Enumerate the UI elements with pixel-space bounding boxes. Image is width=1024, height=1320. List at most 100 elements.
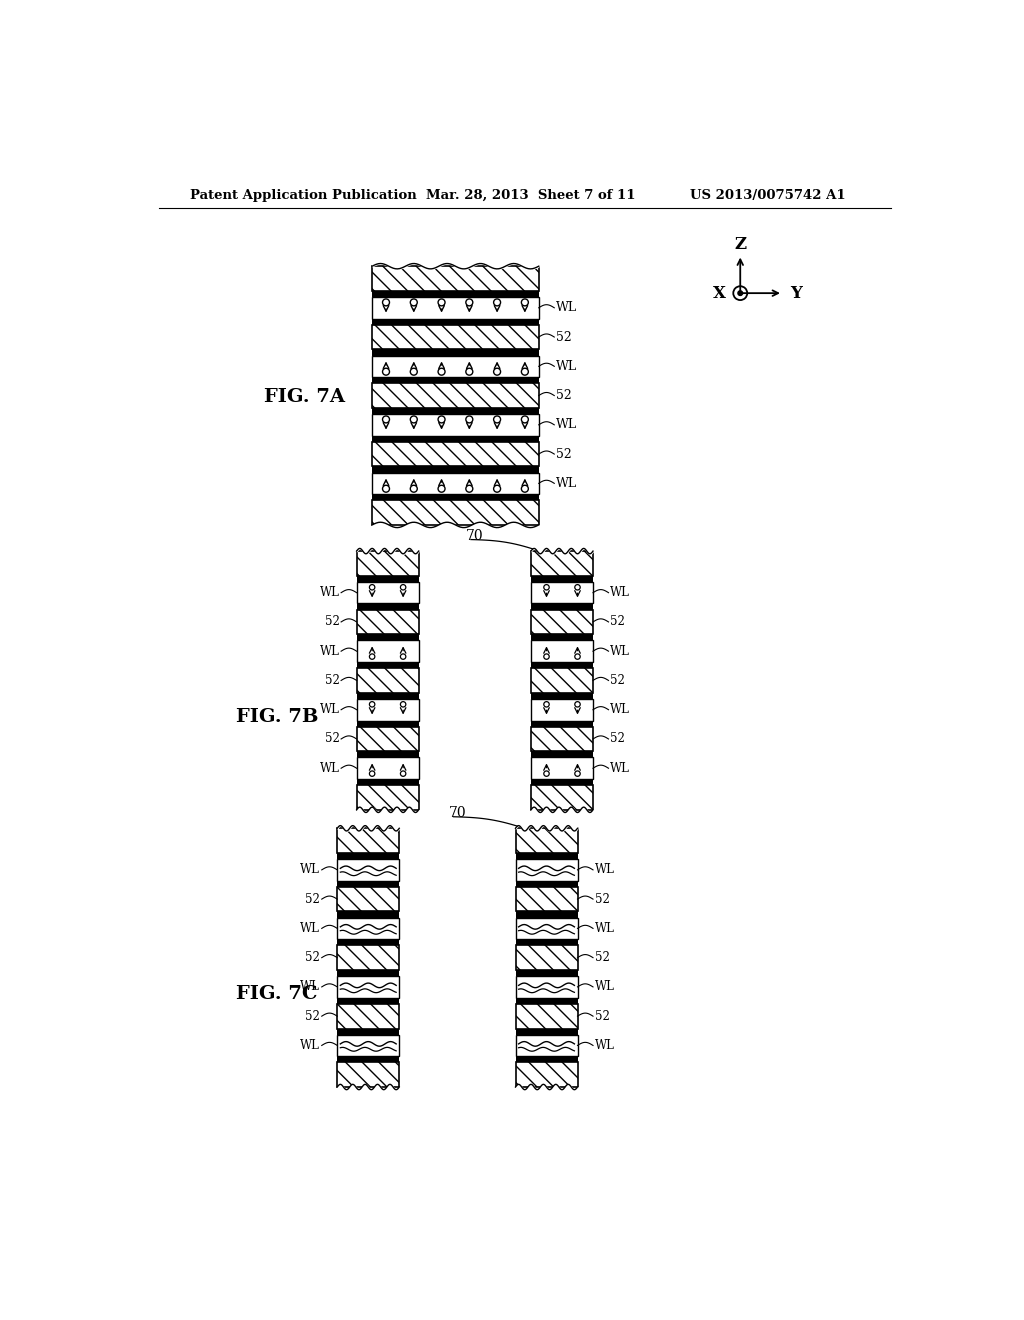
- Bar: [356, 552, 419, 576]
- Bar: [337, 1035, 399, 1056]
- Bar: [531, 693, 593, 700]
- Text: WL: WL: [610, 762, 630, 775]
- Bar: [356, 640, 419, 663]
- Bar: [515, 998, 578, 1003]
- Text: 52: 52: [556, 330, 571, 343]
- Bar: [515, 1056, 578, 1063]
- Bar: [515, 1035, 578, 1056]
- Bar: [372, 325, 539, 350]
- Text: 52: 52: [325, 615, 340, 628]
- Text: WL: WL: [556, 477, 577, 490]
- Text: WL: WL: [595, 863, 614, 876]
- Bar: [356, 758, 419, 779]
- Bar: [356, 693, 419, 700]
- Bar: [372, 414, 539, 436]
- Bar: [337, 911, 399, 917]
- Text: WL: WL: [319, 762, 340, 775]
- Bar: [372, 436, 539, 442]
- Text: WL: WL: [595, 1039, 614, 1052]
- Bar: [372, 442, 539, 466]
- Text: WL: WL: [610, 586, 630, 599]
- Text: WL: WL: [610, 644, 630, 657]
- Text: 52: 52: [595, 1010, 609, 1023]
- Text: 52: 52: [556, 389, 571, 403]
- Bar: [372, 500, 539, 525]
- Bar: [531, 640, 593, 663]
- Text: WL: WL: [300, 921, 321, 935]
- Text: FIG. 7C: FIG. 7C: [237, 985, 318, 1003]
- Bar: [356, 663, 419, 668]
- Bar: [337, 1063, 399, 1088]
- Text: 52: 52: [556, 447, 571, 461]
- Bar: [337, 1003, 399, 1028]
- Bar: [356, 721, 419, 726]
- Bar: [515, 945, 578, 970]
- Text: WL: WL: [556, 301, 577, 314]
- Text: 52: 52: [610, 733, 625, 746]
- Text: Mar. 28, 2013  Sheet 7 of 11: Mar. 28, 2013 Sheet 7 of 11: [426, 189, 636, 202]
- Bar: [515, 1028, 578, 1035]
- Text: 52: 52: [325, 675, 340, 686]
- Bar: [337, 945, 399, 970]
- Bar: [337, 880, 399, 887]
- Bar: [531, 758, 593, 779]
- Text: 52: 52: [305, 1010, 321, 1023]
- Bar: [531, 668, 593, 693]
- Bar: [356, 785, 419, 810]
- Bar: [337, 887, 399, 911]
- Bar: [372, 383, 539, 408]
- Bar: [372, 408, 539, 414]
- Text: Patent Application Publication: Patent Application Publication: [190, 189, 417, 202]
- Bar: [337, 829, 399, 853]
- Text: WL: WL: [595, 981, 614, 994]
- Text: WL: WL: [595, 921, 614, 935]
- Text: 52: 52: [305, 952, 321, 964]
- Bar: [356, 610, 419, 635]
- Text: WL: WL: [319, 704, 340, 717]
- Bar: [372, 466, 539, 473]
- Circle shape: [738, 290, 742, 296]
- Text: WL: WL: [300, 863, 321, 876]
- Text: WL: WL: [610, 704, 630, 717]
- Text: 52: 52: [305, 892, 321, 906]
- Bar: [515, 940, 578, 945]
- Bar: [372, 378, 539, 383]
- Bar: [337, 977, 399, 998]
- Bar: [337, 859, 399, 880]
- Text: 52: 52: [325, 733, 340, 746]
- Text: WL: WL: [319, 586, 340, 599]
- Bar: [515, 829, 578, 853]
- Bar: [372, 494, 539, 500]
- Bar: [531, 603, 593, 610]
- Bar: [356, 576, 419, 582]
- Text: 70: 70: [449, 807, 466, 820]
- Bar: [356, 603, 419, 610]
- Bar: [515, 911, 578, 917]
- Text: WL: WL: [300, 1039, 321, 1052]
- Text: Z: Z: [734, 236, 746, 253]
- Bar: [372, 350, 539, 355]
- Text: 70: 70: [466, 529, 483, 543]
- Bar: [337, 1056, 399, 1063]
- Bar: [356, 700, 419, 721]
- Bar: [372, 318, 539, 325]
- Bar: [515, 1063, 578, 1088]
- Text: 52: 52: [610, 675, 625, 686]
- Bar: [337, 940, 399, 945]
- Bar: [337, 1028, 399, 1035]
- Text: WL: WL: [556, 418, 577, 432]
- Bar: [515, 880, 578, 887]
- Bar: [531, 552, 593, 576]
- Bar: [531, 663, 593, 668]
- Bar: [372, 355, 539, 378]
- Bar: [515, 859, 578, 880]
- Bar: [372, 473, 539, 494]
- Bar: [531, 751, 593, 758]
- Bar: [515, 977, 578, 998]
- Text: Y: Y: [791, 285, 803, 302]
- Bar: [372, 297, 539, 318]
- Text: FIG. 7A: FIG. 7A: [263, 388, 345, 407]
- Text: 52: 52: [610, 615, 625, 628]
- Text: WL: WL: [556, 360, 577, 372]
- Bar: [356, 582, 419, 603]
